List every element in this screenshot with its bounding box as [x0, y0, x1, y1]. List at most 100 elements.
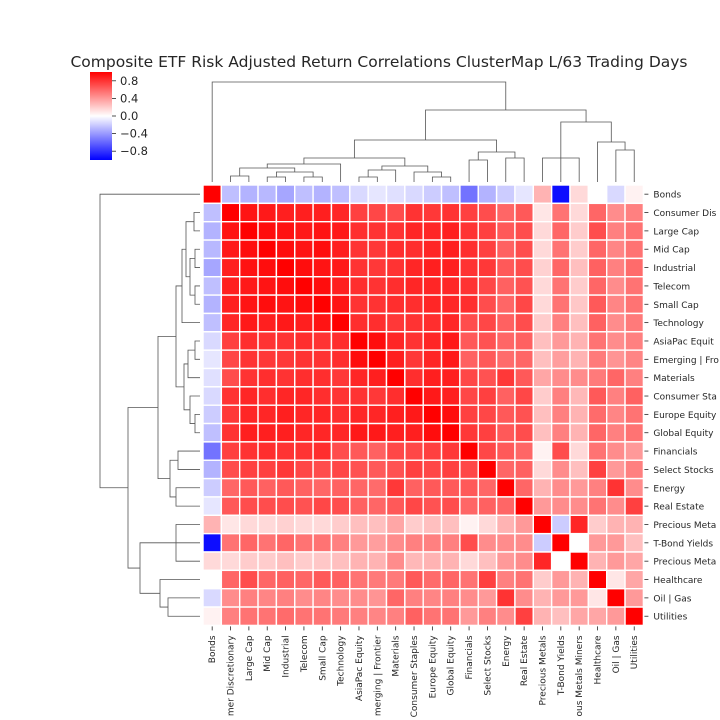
heatmap-cell-telecom-5: [294, 276, 314, 296]
heatmap-cell-precious-metals-miners-2: [238, 551, 259, 572]
heatmap-cell-large-cap-2: [238, 220, 259, 241]
row-label-t-bond-yields: T-Bond Yields: [652, 539, 713, 549]
heatmap-cell-oil-gas-2: [238, 588, 259, 608]
heatmap-cell-industrial-9: [367, 257, 388, 278]
heatmap-cell-t-bond-yields-12: [422, 532, 443, 553]
heatmap-cell-mid-cap-11: [404, 239, 424, 260]
heatmap-cell-large-cap-11: [404, 220, 424, 241]
heatmap-cell-emerging-frontier-13: [440, 349, 461, 370]
heatmap-cell-global-equity-12: [422, 422, 443, 443]
heatmap-cell-large-cap-13: [440, 220, 461, 241]
heatmap-cell-asiapac-equity-10: [385, 331, 406, 351]
heatmap-cell-t-bond-yields-16: [495, 532, 516, 553]
heatmap-cell-energy-12: [422, 477, 443, 498]
heatmap-cell-small-cap-13: [440, 294, 461, 315]
heatmap-cell-select-stocks-19: [550, 459, 571, 480]
heatmap-cell-materials-13: [440, 367, 461, 388]
heatmap-cell-large-cap-0: [202, 220, 223, 241]
heatmap-cell-t-bond-yields-11: [404, 532, 424, 553]
heatmap-cell-healthcare-9: [367, 569, 388, 590]
heatmap-cell-precious-metals-18: [532, 514, 553, 535]
heatmap-cell-small-cap-18: [532, 294, 553, 315]
heatmap-cell-telecom-11: [404, 276, 424, 296]
heatmap-cell-real-estate-2: [238, 496, 259, 517]
heatmap-cell-select-stocks-23: [624, 459, 645, 480]
heatmap-cell-select-stocks-7: [330, 459, 351, 480]
heatmap-cell-real-estate-14: [459, 496, 479, 517]
heatmap-cell-europe-equity-9: [367, 404, 388, 425]
heatmap-cell-industrial-12: [422, 257, 443, 278]
row-dendrogram-link: [193, 212, 200, 232]
heatmap-cell-precious-metals-9: [367, 514, 388, 535]
heatmap-cell-t-bond-yields-21: [587, 532, 608, 553]
col-label-industrial: Industrial: [282, 635, 292, 677]
heatmap-cell-consumer-discretionary-19: [550, 202, 571, 223]
heatmap-cell-telecom-20: [569, 276, 590, 296]
heatmap-cell-asiapac-equity-23: [624, 331, 645, 351]
heatmap-cell-healthcare-12: [422, 569, 443, 590]
heatmap-cell-precious-metals-miners-1: [220, 551, 241, 572]
heatmap-cell-utilities-4: [275, 606, 296, 627]
heatmap-cell-energy-14: [459, 477, 479, 498]
heatmap-cell-industrial-23: [624, 257, 645, 278]
heatmap-cell-bonds-3: [257, 184, 278, 205]
row-dendrogram-link: [194, 340, 200, 360]
heatmap-cell-energy-19: [550, 477, 571, 498]
heatmap-cell-europe-equity-6: [312, 404, 333, 425]
heatmap-cell-precious-metals-7: [330, 514, 351, 535]
heatmap-cell-emerging-frontier-9: [367, 349, 388, 370]
heatmap-cell-real-estate-5: [294, 496, 314, 517]
heatmap-cell-t-bond-yields-15: [477, 532, 498, 553]
col-label-precious-metals: Precious Metals: [538, 635, 548, 705]
heatmap-cell-bonds-22: [606, 184, 626, 205]
heatmap-cell-technology-5: [294, 312, 314, 333]
heatmap-cell-bonds-13: [440, 184, 461, 205]
heatmap-cell-energy-8: [349, 477, 369, 498]
heatmap-cell-precious-metals-miners-13: [440, 551, 461, 572]
heatmap-cell-emerging-frontier-0: [202, 349, 223, 370]
heatmap-cell-large-cap-10: [385, 220, 406, 241]
heatmap-cell-consumer-staples-2: [238, 386, 259, 406]
heatmap-cell-telecom-23: [624, 276, 645, 296]
row-label-utilities: Utilities: [653, 613, 687, 623]
heatmap-cell-energy-10: [385, 477, 406, 498]
heatmap-cell-large-cap-9: [367, 220, 388, 241]
heatmap-cell-consumer-staples-17: [514, 386, 535, 406]
heatmap-cell-europe-equity-1: [220, 404, 241, 425]
heatmap-cell-industrial-1: [220, 257, 241, 278]
heatmap-cell-europe-equity-17: [514, 404, 535, 425]
heatmap-cell-small-cap-9: [367, 294, 388, 315]
col-dendrogram-link: [230, 175, 250, 182]
heatmap-cell-oil-gas-15: [477, 588, 498, 608]
row-label-financials: Financials: [653, 448, 697, 458]
heatmap-cell-technology-3: [257, 312, 278, 333]
heatmap-cell-global-equity-0: [202, 422, 223, 443]
col-label-select-stocks: Select Stocks: [483, 635, 493, 696]
col-dendrogram-link: [353, 139, 497, 158]
col-dendrogram-link: [266, 176, 286, 182]
heatmap-cell-industrial-11: [404, 257, 424, 278]
heatmap-cell-consumer-staples-21: [587, 386, 608, 406]
heatmap-cell-healthcare-15: [477, 569, 498, 590]
heatmap-cell-consumer-discretionary-13: [440, 202, 461, 223]
heatmap-cell-large-cap-22: [606, 220, 626, 241]
heatmap-cell-utilities-19: [550, 606, 571, 627]
heatmap-cell-healthcare-20: [569, 569, 590, 590]
heatmap-cell-large-cap-3: [257, 220, 278, 241]
heatmap-cell-t-bond-yields-20: [569, 532, 590, 553]
heatmap-cell-precious-metals-miners-23: [624, 551, 645, 572]
heatmap-cell-real-estate-16: [495, 496, 516, 517]
heatmap-cell-t-bond-yields-19: [550, 532, 571, 553]
row-tick-labels: Bonds Consumer Dis Large Cap Mid Cap Industr…: [644, 191, 719, 623]
heatmap-cell-global-equity-21: [587, 422, 608, 443]
heatmap-cell-consumer-staples-9: [367, 386, 388, 406]
heatmap-cell-oil-gas-0: [202, 588, 223, 608]
heatmap-cell-utilities-0: [202, 606, 223, 627]
heatmap-cell-materials-0: [202, 367, 223, 388]
row-dendrogram-link: [157, 335, 176, 479]
heatmap-cell-global-equity-10: [385, 422, 406, 443]
heatmap-cell-global-equity-14: [459, 422, 479, 443]
heatmap-cell-energy-3: [257, 477, 278, 498]
heatmap-cell-small-cap-1: [220, 294, 241, 315]
heatmap-cell-real-estate-1: [220, 496, 241, 517]
